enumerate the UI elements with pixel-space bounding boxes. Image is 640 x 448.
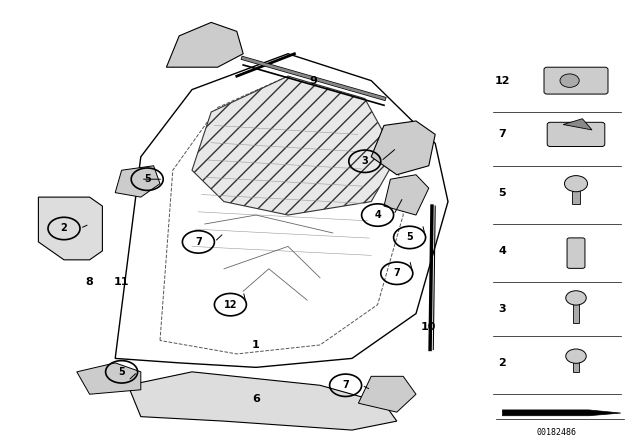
Text: 00182486: 00182486 xyxy=(537,428,577,437)
FancyBboxPatch shape xyxy=(547,122,605,146)
Text: 12: 12 xyxy=(223,300,237,310)
Circle shape xyxy=(566,349,586,363)
Polygon shape xyxy=(371,121,435,175)
Text: 2: 2 xyxy=(61,224,67,233)
FancyBboxPatch shape xyxy=(572,186,580,204)
Text: 7: 7 xyxy=(499,129,506,139)
Text: 10: 10 xyxy=(421,322,436,332)
Text: 11: 11 xyxy=(114,277,129,287)
Polygon shape xyxy=(128,372,397,430)
Polygon shape xyxy=(77,363,141,394)
FancyBboxPatch shape xyxy=(544,67,608,94)
Text: 8: 8 xyxy=(86,277,93,287)
FancyBboxPatch shape xyxy=(573,356,579,372)
Text: 5: 5 xyxy=(406,233,413,242)
Circle shape xyxy=(560,74,579,87)
Text: 5: 5 xyxy=(144,174,150,184)
Text: 6: 6 xyxy=(252,394,260,404)
Text: 7: 7 xyxy=(342,380,349,390)
Polygon shape xyxy=(563,119,592,130)
Text: 4: 4 xyxy=(499,246,506,256)
Text: 7: 7 xyxy=(195,237,202,247)
Text: 9: 9 xyxy=(310,76,317,86)
Circle shape xyxy=(566,291,586,305)
Text: 4: 4 xyxy=(374,210,381,220)
Polygon shape xyxy=(166,22,243,67)
FancyBboxPatch shape xyxy=(573,298,579,323)
Polygon shape xyxy=(358,376,416,412)
Polygon shape xyxy=(192,76,397,215)
Text: 2: 2 xyxy=(499,358,506,368)
FancyBboxPatch shape xyxy=(567,238,585,268)
Polygon shape xyxy=(115,166,160,197)
Text: 1: 1 xyxy=(252,340,260,350)
Text: 3: 3 xyxy=(499,304,506,314)
Polygon shape xyxy=(384,175,429,215)
Text: 3: 3 xyxy=(362,156,368,166)
Text: 5: 5 xyxy=(499,188,506,198)
Polygon shape xyxy=(502,410,621,416)
Circle shape xyxy=(564,176,588,192)
Text: 5: 5 xyxy=(118,367,125,377)
Text: 7: 7 xyxy=(394,268,400,278)
Polygon shape xyxy=(38,197,102,260)
Text: 12: 12 xyxy=(495,76,510,86)
